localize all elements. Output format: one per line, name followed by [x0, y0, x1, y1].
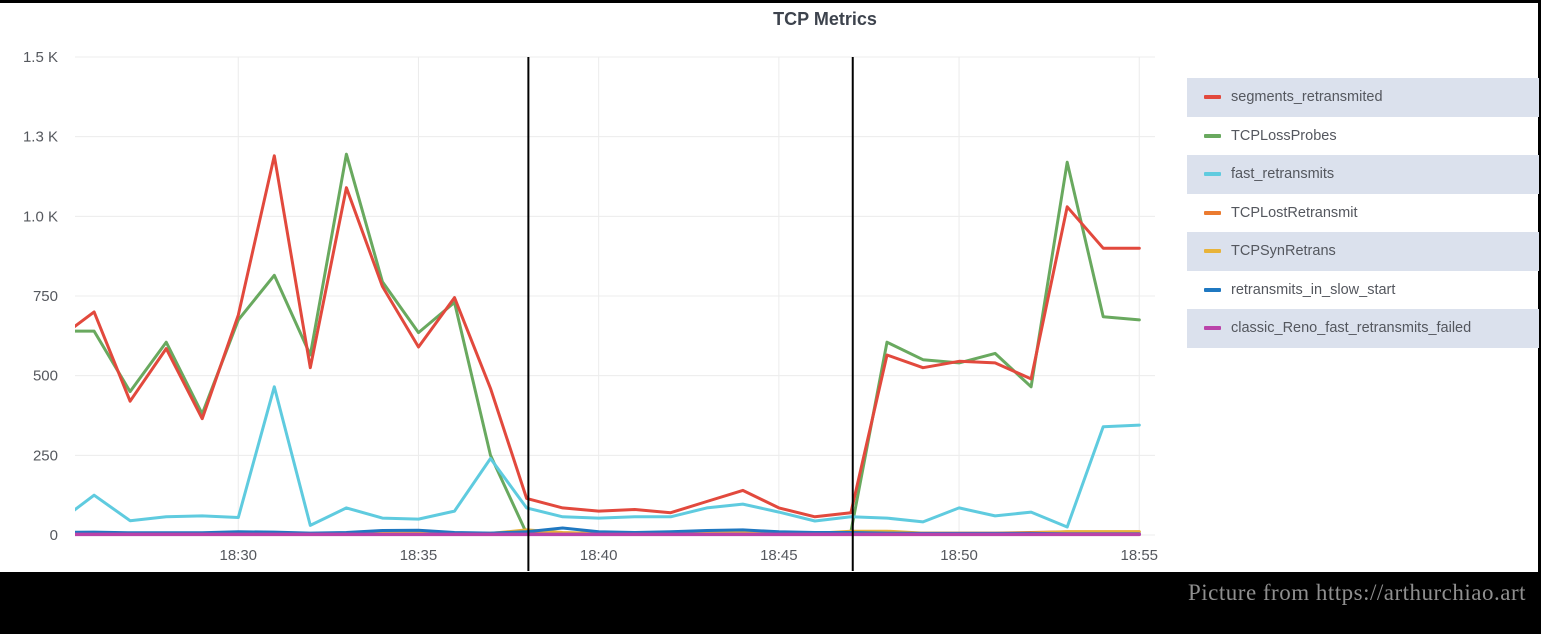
legend: segments_retransmited TCPLossProbes fast_r… [1187, 78, 1539, 348]
legend-color-swatch [1204, 249, 1221, 254]
x-axis-tick-label: 18:45 [760, 547, 798, 564]
legend-color-swatch [1204, 287, 1221, 292]
x-axis-tick-label: 18:40 [580, 547, 618, 564]
legend-color-swatch [1204, 133, 1221, 138]
panel-title: TCP Metrics [773, 9, 877, 29]
legend-item-TCPLossProbes[interactable]: TCPLossProbes [1187, 117, 1539, 156]
y-axis-tick-label: 500 [33, 368, 58, 385]
y-axis-tick-label: 750 [33, 288, 58, 305]
legend-item-classic_Reno_fast_retransmits_failed[interactable]: classic_Reno_fast_retransmits_failed [1187, 309, 1539, 348]
source-caption: Picture from https://arthurchiao.art [1188, 580, 1526, 605]
legend-color-swatch [1204, 326, 1221, 331]
tcp-metrics-chart[interactable]: 1.5 K 1.3 K 1.0 K 750 500 250 0 18:30 18:35 18:40… [0, 0, 1170, 572]
legend-item-segments_retransmited[interactable]: segments_retransmited [1187, 78, 1539, 117]
legend-item-label: classic_Reno_fast_retransmits_failed [1231, 320, 1472, 337]
series-line-fast_retransmits [75, 385, 1141, 529]
x-axis-tick-label: 18:30 [219, 547, 257, 564]
legend-color-swatch [1204, 95, 1221, 100]
y-axis-tick-label: 1.3 K [23, 129, 58, 146]
frame-right-border [1538, 0, 1541, 572]
x-axis-tick-label: 18:55 [1120, 547, 1158, 564]
legend-item-TCPLostRetransmit[interactable]: TCPLostRetransmit [1187, 194, 1539, 233]
legend-color-swatch [1204, 210, 1221, 215]
legend-item-label: retransmits_in_slow_start [1231, 281, 1396, 298]
legend-item-label: TCPLossProbes [1231, 127, 1337, 144]
frame-top-border [0, 0, 1541, 3]
series-line-segments_retransmited [75, 154, 1141, 519]
y-axis-tick-label: 1.5 K [23, 49, 58, 66]
x-axis-tick-label: 18:50 [940, 547, 978, 564]
x-axis-tick-label: 18:35 [400, 547, 438, 564]
legend-color-swatch [1204, 172, 1221, 177]
caption-band: Picture from https://arthurchiao.art [0, 572, 1541, 634]
legend-item-TCPSynRetrans[interactable]: TCPSynRetrans [1187, 232, 1539, 271]
legend-item-fast_retransmits[interactable]: fast_retransmits [1187, 155, 1539, 194]
y-axis-tick-label: 0 [50, 527, 58, 544]
legend-item-retransmits_in_slow_start[interactable]: retransmits_in_slow_start [1187, 271, 1539, 310]
legend-item-label: TCPLostRetransmit [1231, 204, 1358, 221]
legend-item-label: segments_retransmited [1231, 89, 1383, 106]
legend-item-label: fast_retransmits [1231, 166, 1335, 183]
y-axis-tick-label: 250 [33, 447, 58, 464]
y-axis-tick-label: 1.0 K [23, 208, 58, 225]
legend-item-label: TCPSynRetrans [1231, 243, 1336, 260]
